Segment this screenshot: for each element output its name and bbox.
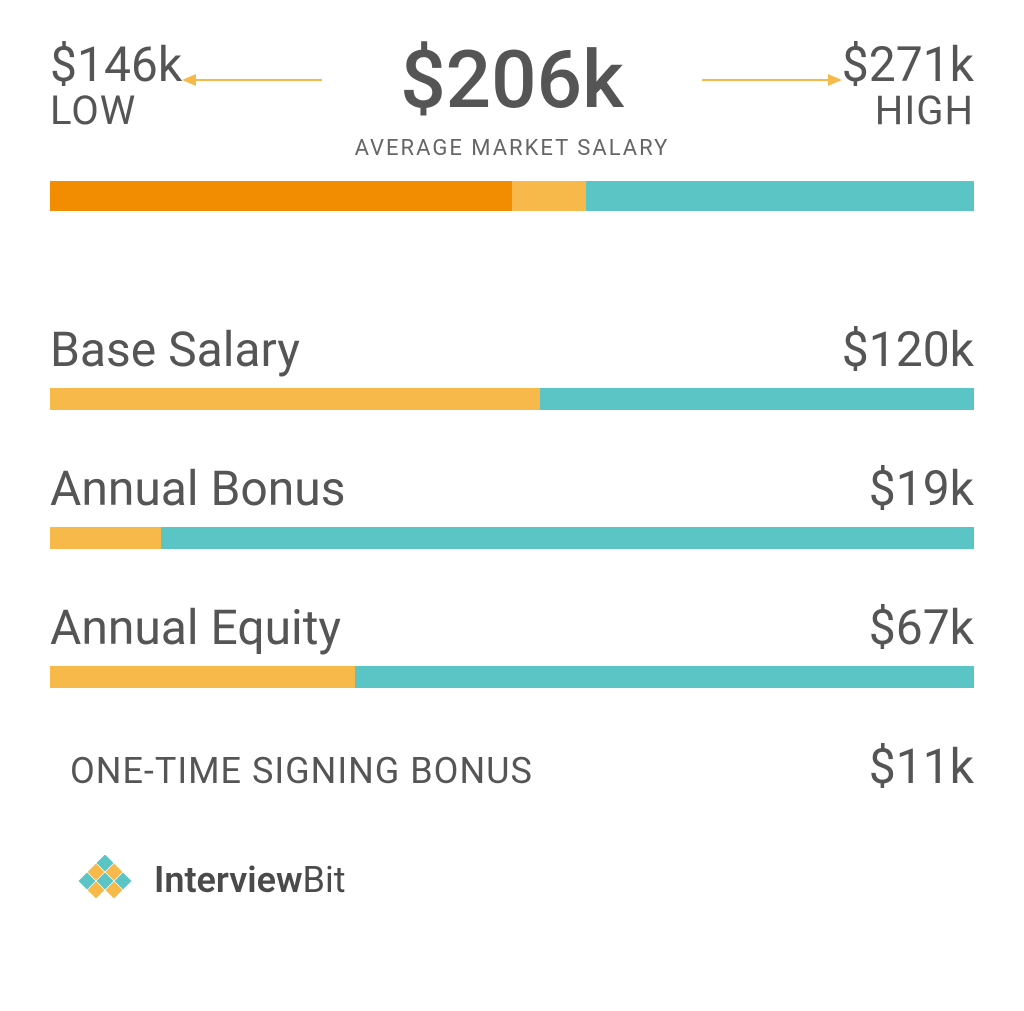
average-value: $206k	[386, 40, 638, 120]
signing-bonus-value: $11k	[869, 738, 974, 795]
brand-bold: Interview	[154, 859, 303, 901]
bar-rest	[540, 388, 974, 410]
brand-rest: Bit	[303, 859, 346, 901]
breakdown-item-label: Annual Bonus	[50, 460, 346, 517]
high-value: $271k	[842, 40, 974, 90]
range-segment-2	[586, 181, 974, 211]
breakdown-item: Annual Equity $67k	[50, 599, 974, 688]
breakdown-item-bar	[50, 527, 974, 549]
bar-rest	[161, 527, 974, 549]
footer-brand: InterviewBit	[50, 855, 974, 905]
breakdown-item-value: $19k	[869, 460, 974, 517]
high-label: HIGH	[875, 90, 974, 132]
salary-range-bar	[50, 181, 974, 211]
low-block: $146k LOW	[50, 40, 182, 132]
arrow-right-icon	[638, 70, 842, 90]
arrow-left-icon	[182, 70, 386, 90]
breakdown-item-row: Base Salary $120k	[50, 321, 974, 378]
low-value: $146k	[50, 40, 182, 90]
salary-range-header: $146k LOW $206k AVERAGE MARKET SALARY $2…	[50, 40, 974, 161]
bar-fill	[50, 388, 540, 410]
compensation-breakdown: Base Salary $120k Annual Bonus $19k Annual E…	[50, 321, 974, 688]
breakdown-item: Base Salary $120k	[50, 321, 974, 410]
breakdown-item-value: $67k	[869, 599, 974, 656]
high-block: $271k HIGH	[842, 40, 974, 132]
breakdown-item-bar	[50, 388, 974, 410]
bar-rest	[355, 666, 974, 688]
breakdown-item-value: $120k	[842, 321, 974, 378]
interviewbit-logo-icon	[70, 855, 140, 905]
breakdown-item-row: Annual Bonus $19k	[50, 460, 974, 517]
signing-bonus-row: ONE-TIME SIGNING BONUS $11k	[50, 738, 974, 795]
low-label: LOW	[50, 90, 136, 132]
bar-fill	[50, 527, 161, 549]
bar-fill	[50, 666, 355, 688]
breakdown-item-bar	[50, 666, 974, 688]
brand-name: InterviewBit	[154, 859, 346, 901]
breakdown-item-row: Annual Equity $67k	[50, 599, 974, 656]
breakdown-item: Annual Bonus $19k	[50, 460, 974, 549]
breakdown-item-label: Annual Equity	[50, 599, 341, 656]
signing-bonus-label: ONE-TIME SIGNING BONUS	[70, 750, 533, 792]
arrow-row: $206k	[182, 40, 842, 120]
range-segment-1	[512, 181, 586, 211]
average-label: AVERAGE MARKET SALARY	[355, 136, 670, 161]
average-block: $206k AVERAGE MARKET SALARY	[182, 40, 842, 161]
breakdown-item-label: Base Salary	[50, 321, 300, 378]
range-segment-0	[50, 181, 512, 211]
